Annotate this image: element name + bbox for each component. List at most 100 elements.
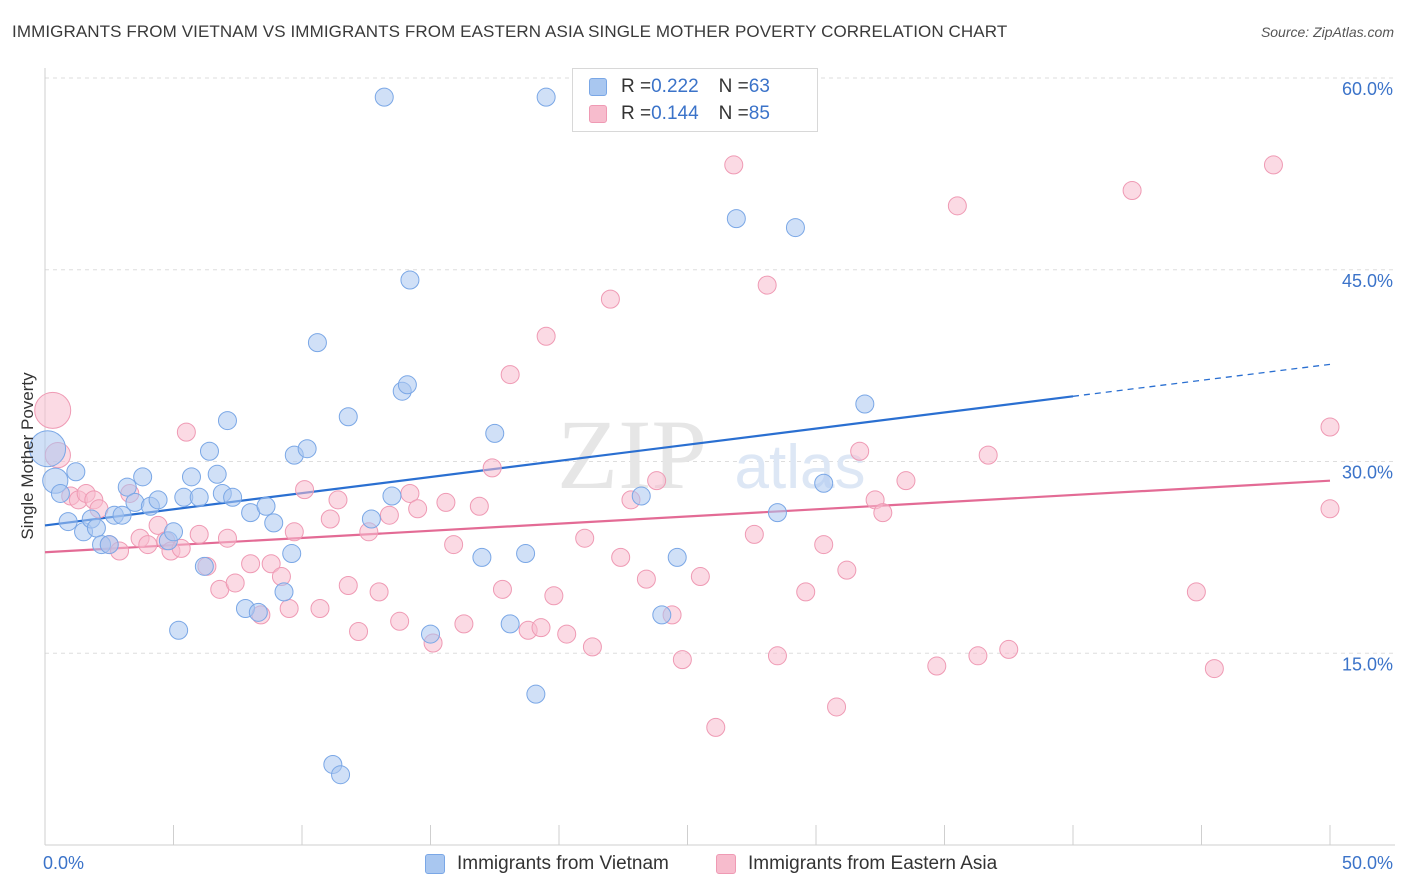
point-eastern-asia bbox=[927, 656, 947, 676]
points-vietnam bbox=[29, 87, 875, 785]
point-vietnam bbox=[397, 375, 417, 395]
point-vietnam bbox=[516, 544, 536, 564]
point-eastern-asia bbox=[189, 524, 209, 544]
r-value: 0.144 bbox=[651, 103, 699, 124]
point-vietnam bbox=[58, 512, 78, 532]
point-eastern-asia bbox=[896, 471, 916, 491]
point-vietnam bbox=[189, 487, 209, 507]
eastern-asia-swatch bbox=[589, 105, 607, 123]
point-eastern-asia bbox=[636, 569, 656, 589]
x-tick-label-right: 50.0% bbox=[1342, 853, 1393, 873]
y-tick-label: 45.0% bbox=[1342, 271, 1393, 291]
point-eastern-asia bbox=[827, 697, 847, 717]
point-eastern-asia bbox=[582, 637, 602, 657]
legend-item-eastern-asia[interactable]: Immigrants from Eastern Asia bbox=[716, 852, 997, 876]
point-vietnam bbox=[361, 509, 381, 529]
point-vietnam bbox=[217, 411, 237, 431]
r-value: 0.222 bbox=[651, 76, 699, 97]
point-eastern-asia bbox=[1263, 155, 1283, 175]
r-label: R = bbox=[621, 103, 652, 124]
point-eastern-asia bbox=[1320, 499, 1340, 519]
point-eastern-asia bbox=[557, 624, 577, 644]
point-vietnam bbox=[207, 464, 227, 484]
point-vietnam bbox=[29, 430, 67, 468]
point-eastern-asia bbox=[796, 582, 816, 602]
y-axis-label: Single Mother Poverty bbox=[18, 372, 37, 540]
point-vietnam bbox=[297, 439, 317, 459]
point-vietnam bbox=[169, 620, 189, 640]
point-vietnam bbox=[307, 333, 327, 353]
point-eastern-asia bbox=[379, 505, 399, 525]
point-vietnam bbox=[133, 467, 153, 487]
point-vietnam bbox=[181, 467, 201, 487]
point-eastern-asia bbox=[284, 522, 304, 542]
point-eastern-asia bbox=[320, 509, 340, 529]
source-label: Source: ZipAtlas.com bbox=[1260, 24, 1394, 40]
point-eastern-asia bbox=[436, 492, 456, 512]
point-eastern-asia bbox=[295, 480, 315, 500]
point-vietnam bbox=[382, 486, 402, 506]
point-vietnam bbox=[248, 602, 268, 622]
point-vietnam bbox=[199, 441, 219, 461]
point-eastern-asia bbox=[34, 391, 72, 429]
point-eastern-asia bbox=[968, 646, 988, 666]
legend-item-vietnam[interactable]: Immigrants from Vietnam bbox=[425, 852, 669, 876]
point-eastern-asia bbox=[469, 496, 489, 516]
point-vietnam bbox=[112, 505, 132, 525]
point-eastern-asia bbox=[1320, 417, 1340, 437]
point-eastern-asia bbox=[850, 441, 870, 461]
point-vietnam bbox=[256, 496, 276, 516]
point-eastern-asia bbox=[408, 499, 428, 519]
point-eastern-asia bbox=[261, 554, 281, 574]
point-vietnam bbox=[526, 684, 546, 704]
n-label: N = bbox=[718, 103, 749, 124]
point-eastern-asia bbox=[690, 567, 710, 587]
point-vietnam bbox=[472, 547, 492, 567]
point-eastern-asia bbox=[279, 599, 299, 619]
point-eastern-asia bbox=[611, 547, 631, 567]
point-eastern-asia bbox=[138, 535, 158, 555]
watermark-atlas: atlas bbox=[735, 433, 866, 502]
point-eastern-asia bbox=[837, 560, 857, 580]
point-vietnam bbox=[282, 544, 302, 564]
point-vietnam bbox=[485, 423, 505, 443]
point-eastern-asia bbox=[1122, 180, 1142, 200]
point-eastern-asia bbox=[241, 554, 261, 574]
point-eastern-asia bbox=[444, 535, 464, 555]
point-eastern-asia bbox=[757, 275, 777, 295]
point-eastern-asia bbox=[500, 365, 520, 385]
point-eastern-asia bbox=[767, 646, 787, 666]
point-vietnam bbox=[86, 518, 106, 538]
point-vietnam bbox=[652, 605, 672, 625]
trend-lines bbox=[44, 363, 1331, 554]
point-vietnam bbox=[814, 473, 834, 493]
point-vietnam bbox=[500, 614, 520, 634]
point-eastern-asia bbox=[482, 458, 502, 478]
y-tick-label: 15.0% bbox=[1342, 654, 1393, 674]
point-eastern-asia bbox=[310, 599, 330, 619]
legend-label-vietnam: Immigrants from Vietnam bbox=[457, 853, 669, 874]
point-vietnam bbox=[767, 503, 787, 523]
point-vietnam bbox=[194, 556, 214, 576]
point-vietnam bbox=[164, 522, 183, 542]
point-vietnam bbox=[338, 407, 358, 427]
trend-line-vietnam-dashed bbox=[1072, 363, 1331, 397]
trend-line-vietnam bbox=[44, 395, 1074, 527]
point-eastern-asia bbox=[176, 422, 196, 442]
point-eastern-asia bbox=[647, 471, 667, 491]
stats-legend: R = 0.222 N = 63 R = 0.144 N = 85 bbox=[572, 68, 818, 132]
trend-line-eastern-asia bbox=[44, 479, 1331, 554]
point-eastern-asia bbox=[575, 528, 595, 548]
point-eastern-asia bbox=[492, 579, 512, 599]
stats-row-vietnam: R = 0.222 N = 63 bbox=[589, 75, 770, 99]
point-vietnam bbox=[50, 483, 70, 503]
point-vietnam bbox=[331, 765, 351, 785]
point-eastern-asia bbox=[217, 528, 237, 548]
point-eastern-asia bbox=[390, 611, 410, 631]
point-eastern-asia bbox=[873, 503, 893, 523]
point-eastern-asia bbox=[947, 196, 967, 216]
point-eastern-asia bbox=[544, 586, 564, 606]
point-vietnam bbox=[264, 513, 284, 533]
tick-labels: 15.0% 30.0% 45.0% 60.0% 0.0% 50.0% bbox=[43, 79, 1393, 873]
point-eastern-asia bbox=[328, 490, 348, 510]
